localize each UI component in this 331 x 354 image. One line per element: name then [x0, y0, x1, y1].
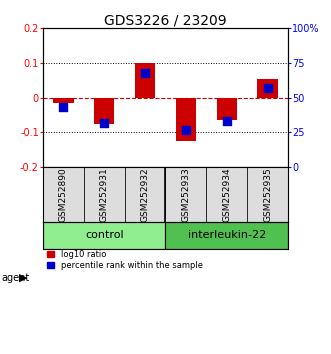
Bar	[43, 222, 166, 249]
Text: GSM252931: GSM252931	[100, 167, 109, 222]
Bar	[43, 167, 84, 222]
Title: GDS3226 / 23209: GDS3226 / 23209	[104, 13, 227, 27]
Legend: log10 ratio, percentile rank within the sample: log10 ratio, percentile rank within the …	[47, 250, 203, 270]
Bar	[176, 98, 196, 141]
Bar	[125, 167, 166, 222]
Bar	[135, 63, 155, 98]
Bar	[53, 98, 73, 103]
Text: agent: agent	[2, 273, 30, 283]
Point	[183, 127, 189, 132]
Bar	[84, 167, 125, 222]
Text: GSM252933: GSM252933	[181, 167, 190, 222]
Bar	[94, 98, 115, 124]
Text: GSM252934: GSM252934	[222, 167, 231, 222]
Text: GSM252932: GSM252932	[141, 167, 150, 222]
Text: GSM252935: GSM252935	[263, 167, 272, 222]
Text: GSM252890: GSM252890	[59, 167, 68, 222]
Text: ▶: ▶	[19, 273, 28, 283]
Point	[224, 119, 229, 124]
Bar	[247, 167, 288, 222]
Text: control: control	[85, 230, 123, 240]
Point	[61, 104, 66, 110]
Bar	[166, 167, 206, 222]
Bar	[257, 79, 278, 98]
Text: interleukin-22: interleukin-22	[188, 230, 266, 240]
Bar	[216, 98, 237, 120]
Point	[265, 85, 270, 91]
Bar	[166, 222, 288, 249]
Point	[102, 120, 107, 126]
Bar	[206, 167, 247, 222]
Point	[142, 70, 148, 75]
